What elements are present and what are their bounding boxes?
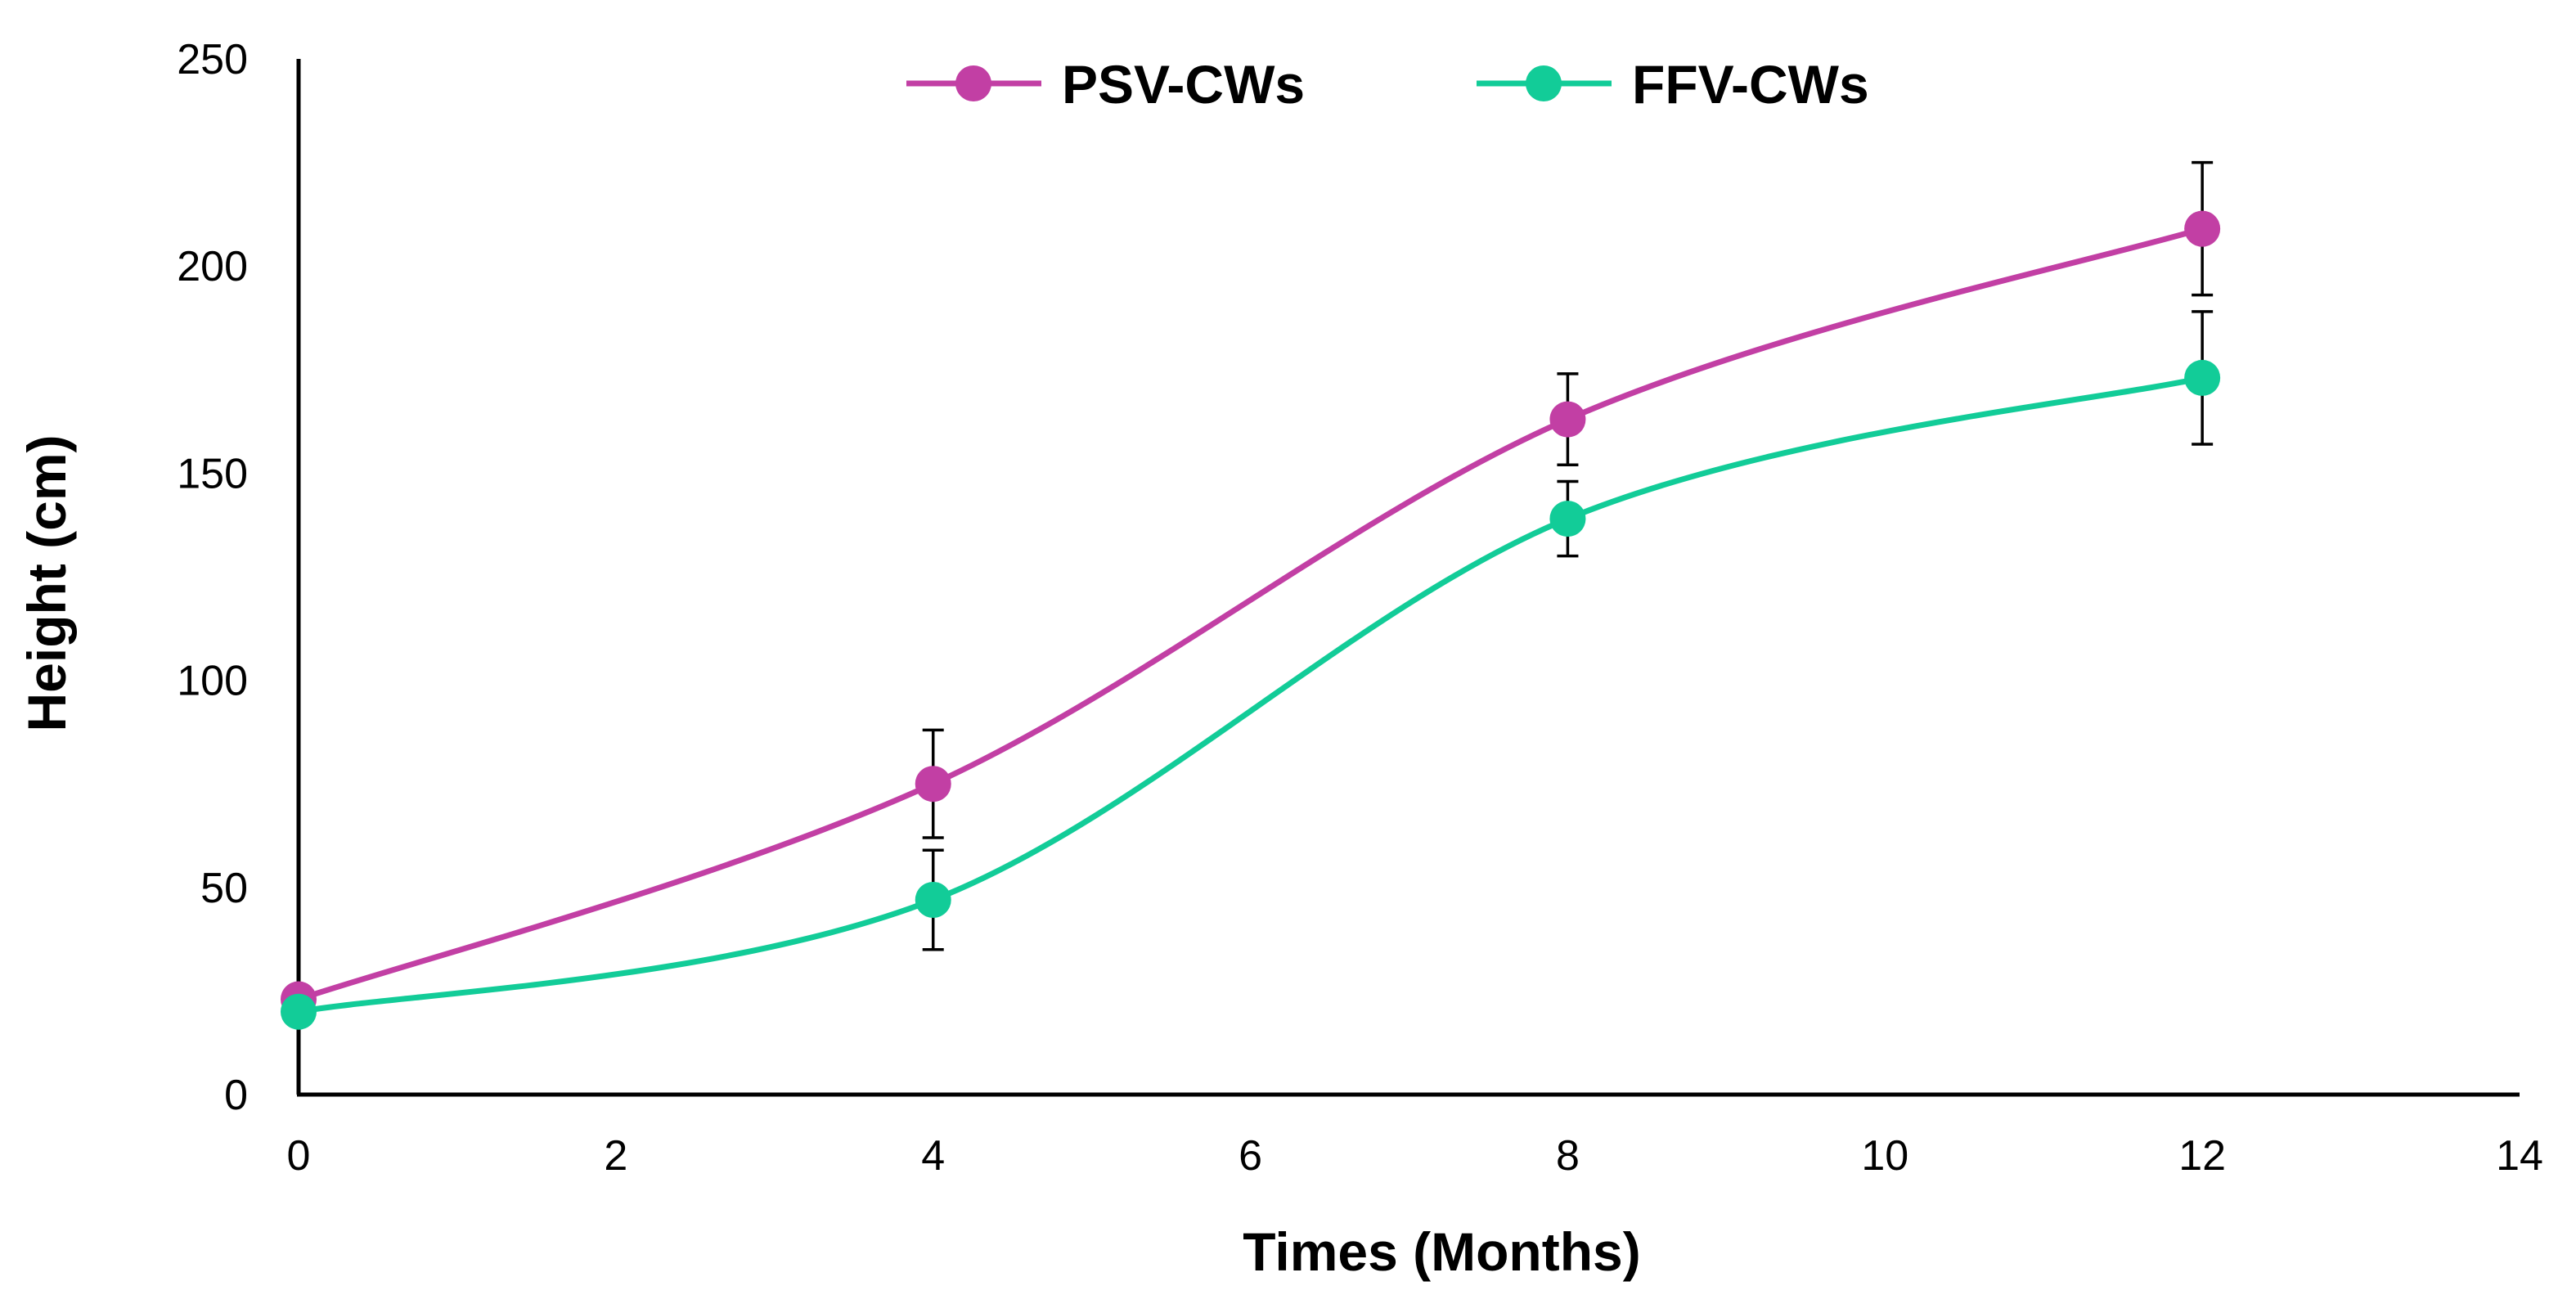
y-axis-title: Height (cm) xyxy=(16,435,77,732)
x-axis-title: Times (Months) xyxy=(1243,1221,1640,1282)
y-tick-label: 200 xyxy=(177,243,248,290)
x-tick-label: 12 xyxy=(2178,1132,2226,1180)
x-tick-label: 10 xyxy=(1861,1132,1908,1180)
legend: PSV-CWs FFV-CWs xyxy=(906,54,1869,115)
data-point xyxy=(1549,501,1586,537)
series-psv-cws xyxy=(281,160,2221,1018)
legend-item-ffv-cws: FFV-CWs xyxy=(1477,54,1869,115)
data-point xyxy=(2184,210,2221,247)
legend-marker xyxy=(955,65,991,101)
x-tick-label: 8 xyxy=(1556,1132,1580,1180)
series-layer xyxy=(281,160,2221,1030)
y-tick-label: 150 xyxy=(177,450,248,497)
legend-label: FFV-CWs xyxy=(1632,54,1869,115)
data-point xyxy=(915,766,951,803)
x-tick-label: 4 xyxy=(921,1132,945,1180)
data-point xyxy=(2184,359,2221,396)
y-tick-label: 0 xyxy=(224,1072,248,1119)
x-tick-label: 2 xyxy=(604,1132,627,1180)
data-point xyxy=(915,881,951,918)
y-tick-label: 100 xyxy=(177,658,248,705)
x-tick-label: 6 xyxy=(1239,1132,1262,1180)
x-tick-label: 0 xyxy=(287,1132,311,1180)
series-line xyxy=(295,226,2205,1003)
axes: 0 2 4 6 8 10 12 14 0 50 100 150 200 250 xyxy=(177,36,2543,1180)
series-line xyxy=(295,375,2205,1015)
legend-item-psv-cws: PSV-CWs xyxy=(906,54,1305,115)
series-ffv-cws xyxy=(281,310,2221,1030)
data-point xyxy=(1549,401,1586,438)
legend-label: PSV-CWs xyxy=(1062,54,1305,115)
data-point xyxy=(281,993,317,1030)
y-tick-label: 50 xyxy=(200,865,248,912)
x-tick-label: 14 xyxy=(2496,1132,2543,1180)
legend-marker xyxy=(1526,65,1562,101)
y-tick-label: 250 xyxy=(177,36,248,83)
